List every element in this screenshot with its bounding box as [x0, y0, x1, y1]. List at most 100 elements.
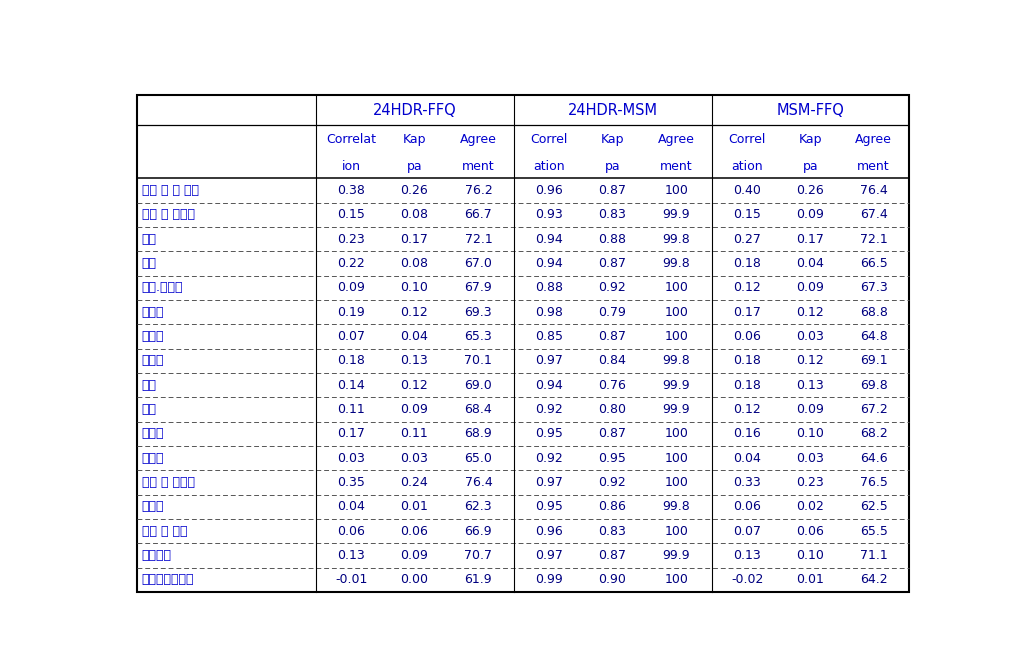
Text: 난류: 난류: [142, 403, 157, 416]
Text: 0.92: 0.92: [535, 452, 562, 464]
Text: 해조류: 해조류: [142, 452, 164, 464]
Text: 0.97: 0.97: [535, 549, 562, 562]
Text: 0.87: 0.87: [598, 549, 626, 562]
Text: 76.5: 76.5: [859, 476, 887, 489]
Text: 65.0: 65.0: [464, 452, 492, 464]
Text: 0.85: 0.85: [535, 330, 562, 343]
Text: 0.12: 0.12: [400, 378, 428, 392]
Text: 0.97: 0.97: [535, 354, 562, 368]
Text: ation: ation: [731, 159, 762, 173]
Text: 0.17: 0.17: [400, 233, 428, 246]
Text: 71.1: 71.1: [859, 549, 887, 562]
Text: ment: ment: [659, 159, 692, 173]
Text: 0.26: 0.26: [400, 184, 428, 197]
Text: 어패류: 어패류: [142, 427, 164, 440]
Text: 0.04: 0.04: [337, 500, 365, 513]
Text: 0.87: 0.87: [598, 257, 626, 270]
Text: 0.02: 0.02: [796, 500, 823, 513]
Text: 0.13: 0.13: [400, 354, 428, 368]
Text: 0.87: 0.87: [598, 427, 626, 440]
Text: 68.9: 68.9: [464, 427, 492, 440]
Text: 0.12: 0.12: [733, 403, 760, 416]
Text: Kap: Kap: [403, 133, 426, 146]
Text: 곱류 및 싸 제품: 곱류 및 싸 제품: [142, 184, 199, 197]
Text: 68.4: 68.4: [464, 403, 492, 416]
Text: 0.03: 0.03: [337, 452, 365, 464]
Text: 67.3: 67.3: [859, 282, 887, 294]
Text: 0.24: 0.24: [400, 476, 428, 489]
Text: 100: 100: [663, 452, 688, 464]
Text: 66.7: 66.7: [464, 208, 492, 221]
Text: ment: ment: [462, 159, 494, 173]
Text: 우유 및 유제품: 우유 및 유제품: [142, 476, 195, 489]
Text: -0.02: -0.02: [731, 573, 762, 586]
Text: 0.92: 0.92: [598, 476, 626, 489]
Text: Kap: Kap: [600, 133, 624, 146]
Text: 68.2: 68.2: [859, 427, 887, 440]
Text: 0.06: 0.06: [337, 525, 365, 538]
Text: 0.33: 0.33: [733, 476, 760, 489]
Text: 채소류: 채소류: [142, 306, 164, 319]
Text: 99.9: 99.9: [662, 549, 690, 562]
Text: 100: 100: [663, 476, 688, 489]
Text: 64.2: 64.2: [859, 573, 887, 586]
Text: 0.09: 0.09: [400, 403, 428, 416]
Text: 감자 및 전분류: 감자 및 전분류: [142, 208, 195, 221]
Text: 72.1: 72.1: [859, 233, 887, 246]
Text: 0.38: 0.38: [337, 184, 365, 197]
Text: Correl: Correl: [728, 133, 765, 146]
Text: 0.83: 0.83: [598, 525, 626, 538]
Text: ion: ion: [341, 159, 361, 173]
Text: 육류: 육류: [142, 378, 157, 392]
Text: Correl: Correl: [530, 133, 568, 146]
Text: 99.9: 99.9: [662, 208, 690, 221]
Text: 64.8: 64.8: [859, 330, 887, 343]
Text: 0.13: 0.13: [733, 549, 760, 562]
Text: 0.12: 0.12: [796, 354, 823, 368]
Text: ment: ment: [856, 159, 889, 173]
Text: 0.03: 0.03: [796, 330, 823, 343]
Text: 0.94: 0.94: [535, 378, 562, 392]
Text: 0.92: 0.92: [598, 282, 626, 294]
Text: 0.09: 0.09: [400, 549, 428, 562]
Text: 0.07: 0.07: [733, 525, 760, 538]
Text: 0.03: 0.03: [796, 452, 823, 464]
Text: 100: 100: [663, 184, 688, 197]
Text: 0.14: 0.14: [337, 378, 365, 392]
Text: 0.09: 0.09: [337, 282, 365, 294]
Text: 0.13: 0.13: [337, 549, 365, 562]
Text: 과일류: 과일류: [142, 354, 164, 368]
Text: 0.06: 0.06: [796, 525, 823, 538]
Text: 70.7: 70.7: [464, 549, 492, 562]
Text: 66.5: 66.5: [859, 257, 887, 270]
Text: 0.08: 0.08: [399, 208, 428, 221]
Text: 0.01: 0.01: [400, 500, 428, 513]
Text: 0.07: 0.07: [337, 330, 365, 343]
Text: 당류: 당류: [142, 233, 157, 246]
Text: MSM-FFQ: MSM-FFQ: [775, 103, 844, 118]
Text: 0.18: 0.18: [733, 257, 760, 270]
Text: 65.3: 65.3: [464, 330, 492, 343]
Text: 0.27: 0.27: [733, 233, 760, 246]
Text: 0.16: 0.16: [733, 427, 760, 440]
Text: 0.17: 0.17: [733, 306, 760, 319]
Text: 0.08: 0.08: [399, 257, 428, 270]
Text: 0.06: 0.06: [733, 500, 760, 513]
Text: pa: pa: [604, 159, 620, 173]
Text: 67.4: 67.4: [859, 208, 887, 221]
Text: 0.12: 0.12: [400, 306, 428, 319]
Text: 69.8: 69.8: [859, 378, 887, 392]
Text: 100: 100: [663, 330, 688, 343]
Text: 0.96: 0.96: [535, 184, 562, 197]
Text: 0.97: 0.97: [535, 476, 562, 489]
Text: 0.87: 0.87: [598, 330, 626, 343]
Text: 0.04: 0.04: [796, 257, 823, 270]
Text: 0.88: 0.88: [598, 233, 626, 246]
Text: 72.1: 72.1: [464, 233, 492, 246]
Text: 0.35: 0.35: [337, 476, 365, 489]
Text: -0.01: -0.01: [334, 573, 367, 586]
Text: 0.10: 0.10: [796, 549, 823, 562]
Text: 0.10: 0.10: [796, 427, 823, 440]
Text: 견과.종실류: 견과.종실류: [142, 282, 183, 294]
Text: 0.95: 0.95: [535, 427, 562, 440]
